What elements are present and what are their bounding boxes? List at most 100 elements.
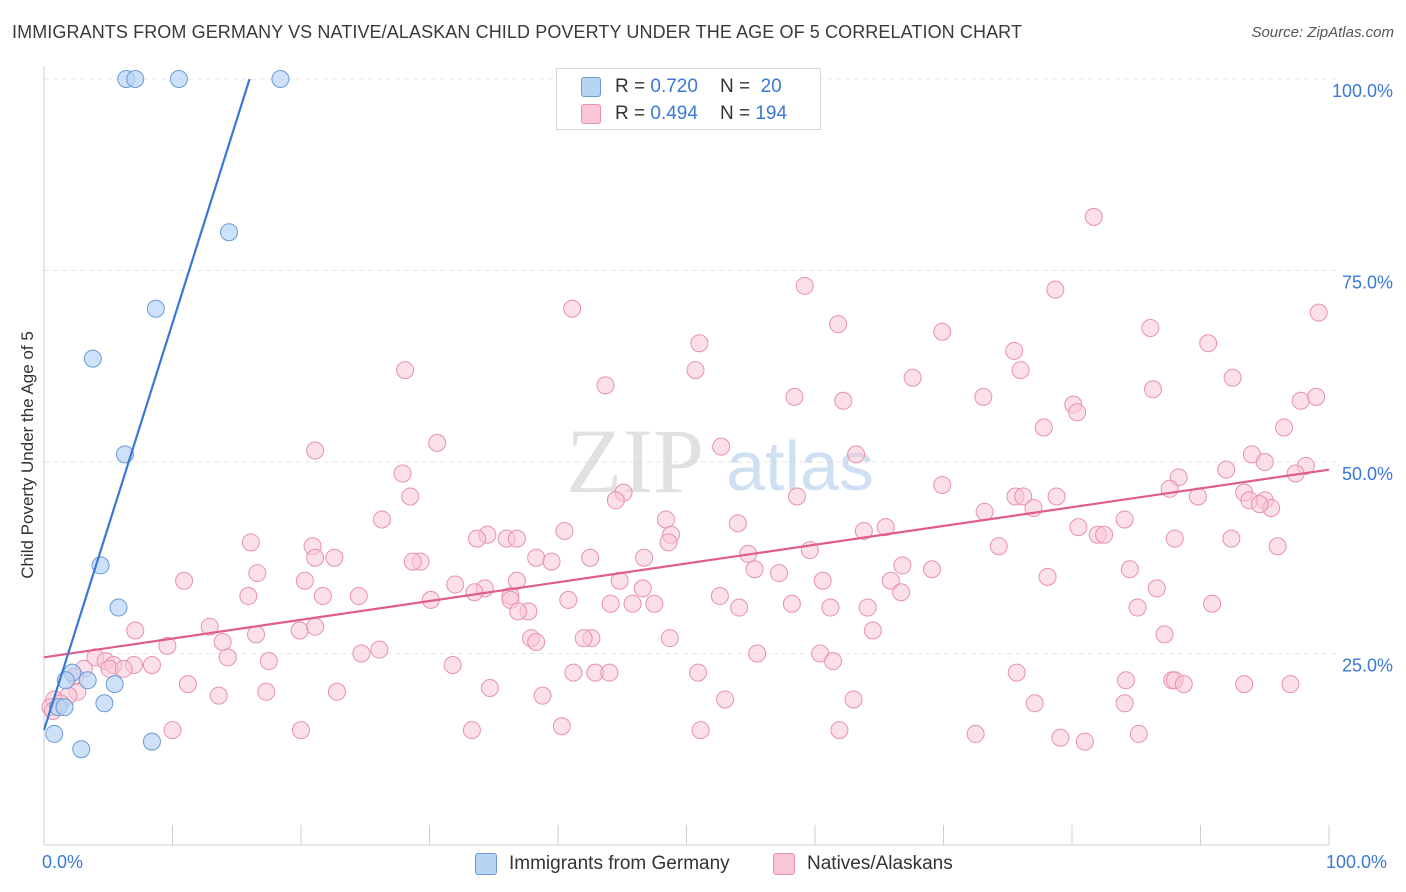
natives-point xyxy=(633,579,652,598)
natives-point xyxy=(306,441,325,460)
natives-point xyxy=(1309,303,1328,322)
natives-point xyxy=(690,334,709,353)
germany-point xyxy=(109,598,128,617)
natives-point xyxy=(396,361,415,380)
natives-point xyxy=(1005,341,1024,360)
natives-point xyxy=(292,721,310,740)
natives-point xyxy=(349,587,368,606)
legend-label-germany: Immigrants from Germany xyxy=(509,853,730,874)
natives-point xyxy=(933,322,952,341)
natives-point xyxy=(689,663,708,682)
n-label: N = xyxy=(719,103,751,124)
natives-point xyxy=(325,548,344,567)
natives-point xyxy=(213,633,232,652)
stats-row-germany: R = 0.720 N = 20 xyxy=(581,75,782,99)
germany-point xyxy=(220,223,239,242)
chart-title: IMMIGRANTS FROM GERMANY VS NATIVE/ALASKA… xyxy=(12,22,1023,42)
natives-point xyxy=(1120,560,1139,579)
natives-point xyxy=(623,594,642,613)
natives-point xyxy=(1116,671,1135,690)
x-tick-label-max: 100.0% xyxy=(1326,852,1388,872)
natives-point xyxy=(821,598,840,617)
natives-legend-swatch xyxy=(773,853,795,875)
natives-point xyxy=(813,571,832,590)
natives-point xyxy=(259,652,278,671)
legend-item-germany[interactable]: Immigrants from Germany xyxy=(475,852,730,876)
natives-point xyxy=(401,487,420,506)
natives-point xyxy=(1084,207,1103,226)
natives-point xyxy=(596,376,615,395)
watermark: ZIP atlas xyxy=(566,410,874,512)
natives-point xyxy=(1307,387,1326,406)
natives-point xyxy=(542,552,561,571)
natives-point xyxy=(686,361,705,380)
natives-point xyxy=(830,721,849,740)
natives-point xyxy=(1255,453,1274,471)
natives-point xyxy=(903,368,922,387)
r-label: R = xyxy=(615,76,646,97)
natives-point xyxy=(248,564,267,583)
natives-point xyxy=(507,529,526,548)
germany-point xyxy=(105,675,124,694)
natives-point xyxy=(1069,518,1088,537)
natives-point xyxy=(443,655,462,674)
natives-point xyxy=(247,625,266,644)
germany-point xyxy=(72,740,91,759)
natives-point xyxy=(876,518,895,537)
germany-point xyxy=(95,694,114,713)
legend-item-natives[interactable]: Natives/Alaskans xyxy=(773,852,953,876)
natives-point xyxy=(393,464,412,483)
natives-point xyxy=(1235,675,1254,694)
natives-point xyxy=(745,560,764,579)
natives-point xyxy=(847,445,866,464)
natives-point xyxy=(858,598,877,617)
natives-point xyxy=(126,621,145,640)
natives-point xyxy=(142,655,161,674)
natives-point xyxy=(446,575,465,594)
natives-point xyxy=(1147,579,1166,598)
germany-point xyxy=(142,732,161,751)
germany-point xyxy=(45,724,64,743)
natives-point xyxy=(893,556,912,575)
natives-point xyxy=(200,617,219,636)
natives-point xyxy=(555,521,574,540)
natives-point xyxy=(975,502,994,521)
natives-point xyxy=(178,675,197,694)
natives-point xyxy=(257,682,276,701)
natives-swatch xyxy=(581,104,601,124)
natives-point xyxy=(158,636,177,655)
natives-point xyxy=(834,391,853,410)
natives-point xyxy=(966,724,985,743)
natives-point xyxy=(509,602,528,621)
natives-point xyxy=(552,717,571,736)
natives-point xyxy=(933,475,952,494)
natives-point xyxy=(1051,728,1070,747)
natives-point xyxy=(863,621,882,640)
natives-point xyxy=(306,617,325,636)
natives-point xyxy=(1281,675,1300,694)
natives-point xyxy=(659,533,678,552)
y-axis-label: Child Poverty Under the Age of 5 xyxy=(18,331,37,579)
natives-point xyxy=(1143,380,1162,399)
natives-point xyxy=(563,299,582,318)
natives-point xyxy=(581,548,600,567)
natives-point xyxy=(600,663,619,682)
natives-point xyxy=(974,387,993,406)
natives-point xyxy=(209,686,228,705)
natives-point xyxy=(295,571,314,590)
natives-point xyxy=(922,560,941,579)
natives-point xyxy=(241,533,260,552)
natives-point xyxy=(372,510,391,529)
natives-point xyxy=(1038,567,1057,586)
natives-point xyxy=(533,686,552,705)
natives-point xyxy=(1095,525,1114,544)
natives-point xyxy=(1268,537,1287,556)
y-tick-label: 75.0% xyxy=(1342,273,1393,293)
natives-point xyxy=(635,548,654,567)
natives-point xyxy=(114,659,133,678)
natives-point xyxy=(163,721,182,740)
natives-point xyxy=(1275,418,1294,437)
source-label: Source: ZipAtlas.com xyxy=(1251,24,1394,41)
natives-point xyxy=(1291,391,1310,410)
natives-point xyxy=(1165,529,1184,548)
